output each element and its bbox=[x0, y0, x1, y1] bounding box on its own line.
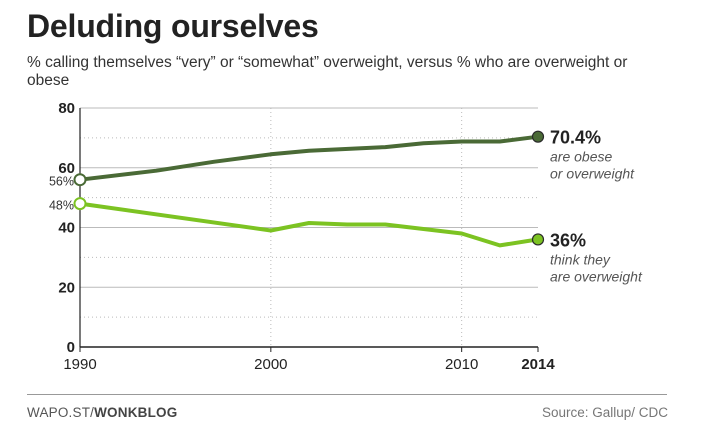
line-chart: 0 20 40 60 80 1990 2000 2010 2014 56% 70.4%are ob… bbox=[49, 100, 643, 373]
source-note: Source: Gallup/ CDC bbox=[541, 405, 668, 420]
axes: 0 20 40 60 80 1990 2000 2010 2014 bbox=[58, 100, 555, 373]
chart-subtitle: % calling themselves “very” or “somewhat… bbox=[27, 54, 628, 89]
gridlines bbox=[80, 107, 538, 347]
credit-prefix: WAPO.ST/ bbox=[27, 405, 95, 420]
y-tick-label: 0 bbox=[67, 339, 75, 356]
perceived-series-start-label: 48% bbox=[49, 199, 74, 213]
footer-credit: WAPO.ST/WONKBLOG bbox=[27, 405, 177, 420]
x-tick-label: 1990 bbox=[63, 356, 96, 373]
footer-divider bbox=[27, 394, 667, 395]
y-tick-label: 80 bbox=[58, 100, 75, 117]
credit-brand: WONKBLOG bbox=[94, 405, 178, 420]
obese-series-line bbox=[78, 134, 540, 182]
x-tick-label: 2014 bbox=[521, 356, 555, 373]
perceived-series-end-note: think they bbox=[550, 251, 611, 267]
x-tick-label: 2000 bbox=[254, 356, 287, 373]
y-tick-label: 60 bbox=[58, 160, 75, 177]
x-tick-label: 2010 bbox=[445, 356, 478, 373]
perceived-series-end-note: are overweight bbox=[550, 268, 643, 284]
y-tick-label: 40 bbox=[58, 220, 75, 237]
obese-series-end-marker bbox=[531, 130, 545, 143]
obese-series-end-value: 70.4% bbox=[550, 128, 601, 148]
perceived-series-line bbox=[78, 201, 540, 248]
perceived-series-start-marker bbox=[73, 197, 87, 211]
chart-title: Deluding ourselves bbox=[27, 8, 319, 44]
obese-series-start-label: 56% bbox=[49, 175, 74, 189]
y-tick-label: 20 bbox=[58, 279, 75, 296]
data-series bbox=[73, 130, 545, 248]
obese-series-end-note: are obese bbox=[550, 149, 612, 165]
obese-series-start-marker bbox=[73, 173, 87, 187]
perceived-series-end-marker bbox=[531, 233, 545, 246]
perceived-series-end-value: 36% bbox=[550, 230, 586, 250]
obese-series-end-note: or overweight bbox=[550, 166, 635, 182]
